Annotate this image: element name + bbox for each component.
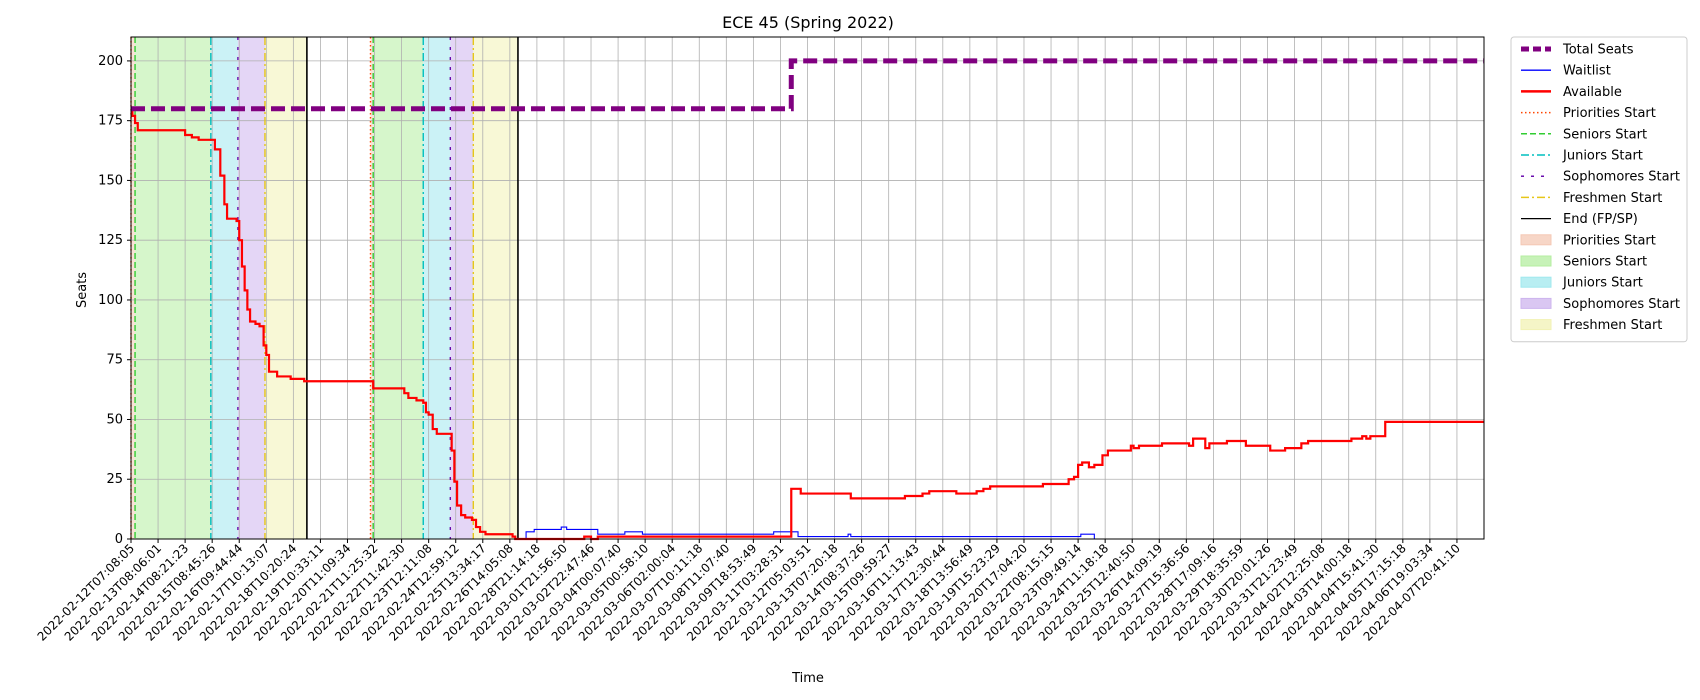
plot-area <box>130 36 1485 541</box>
legend-label: Juniors Start <box>1562 149 1643 164</box>
legend-label: End (FP/SP) <box>1563 212 1638 227</box>
phase-span <box>473 37 518 539</box>
chart-title: ECE 45 (Spring 2022) <box>722 13 894 32</box>
legend-swatch <box>1520 234 1552 246</box>
y-tick-label: 25 <box>106 472 123 487</box>
legend-label: Total Seats <box>1562 43 1634 58</box>
y-tick-label: 175 <box>98 114 123 129</box>
legend-swatch <box>1520 297 1552 309</box>
y-tick-label: 150 <box>98 173 123 188</box>
legend-swatch <box>1520 276 1552 288</box>
legend-box <box>1510 36 1688 343</box>
legend-label: Sophomores Start <box>1563 170 1680 185</box>
legend-label: Freshmen Start <box>1563 191 1662 206</box>
y-tick-label: 200 <box>98 54 123 69</box>
phase-span <box>370 37 374 539</box>
y-tick-label: 50 <box>106 412 123 427</box>
phase-span <box>210 37 238 539</box>
phase-span <box>264 37 307 539</box>
legend-label: Waitlist <box>1563 64 1611 79</box>
legend-swatch <box>1520 319 1552 331</box>
phase-span <box>135 37 211 539</box>
legend: Total Seats Waitlist Available Priorities S… <box>1510 36 1688 343</box>
legend-label: Sophomores Start <box>1563 297 1680 312</box>
x-axis: 2022-02-12T07:08:052022-02-13T08:06:0120… <box>35 539 1463 644</box>
y-tick-label: 75 <box>106 353 123 368</box>
series-waitlist <box>306 526 1484 540</box>
series-total-seats <box>131 58 1484 112</box>
y-tick-label: 125 <box>98 233 123 248</box>
phase-span <box>373 37 424 539</box>
y-tick-label: 100 <box>98 293 123 308</box>
y-axis-label: Seats <box>75 272 90 308</box>
phase-span <box>131 37 136 539</box>
phase-span <box>423 37 451 539</box>
legend-label: Priorities Start <box>1563 233 1656 248</box>
legend-label: Available <box>1563 85 1622 100</box>
legend-label: Seniors Start <box>1563 127 1647 142</box>
phase-span <box>237 37 265 539</box>
legend-label: Juniors Start <box>1562 276 1643 291</box>
x-axis-label: Time <box>791 671 824 686</box>
legend-label: Freshmen Start <box>1563 318 1662 333</box>
y-axis: 0 25 50 75 100 125 150 175 200 <box>98 54 131 547</box>
legend-label: Priorities Start <box>1563 106 1656 121</box>
y-tick-label: 0 <box>115 532 123 547</box>
legend-label: Seniors Start <box>1563 255 1647 270</box>
legend-swatch <box>1520 255 1552 267</box>
